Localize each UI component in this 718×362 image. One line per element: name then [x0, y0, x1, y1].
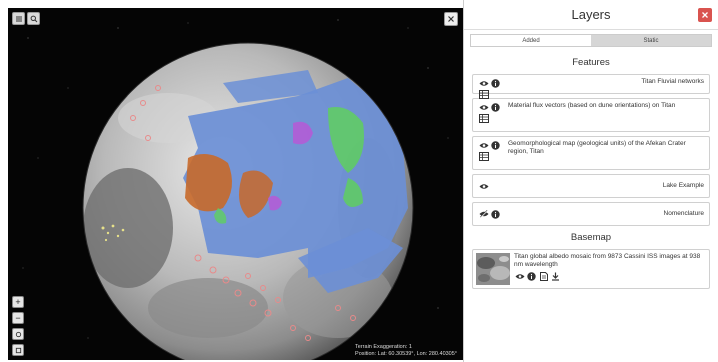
- table-icon[interactable]: [478, 151, 489, 161]
- status-readout: Terrain Exaggeration: 1 Position: Lat: 6…: [355, 344, 457, 358]
- fullscreen-button[interactable]: [12, 344, 24, 356]
- basemap-name: Titan global albedo mosaic from 9873 Cas…: [514, 253, 701, 268]
- layers-panel: Layers Added Static Features Titan Fluvi…: [463, 0, 718, 362]
- eye-icon[interactable]: [478, 78, 489, 88]
- eye-icon[interactable]: [514, 271, 525, 281]
- menu-icon: [15, 16, 22, 21]
- panel-close-button[interactable]: [698, 8, 712, 22]
- fullscreen-icon: [15, 347, 21, 353]
- features-list: Titan Fluvial networks Material flux vec…: [472, 74, 710, 226]
- eye-slash-icon[interactable]: [478, 209, 489, 219]
- search-icon: [30, 15, 37, 22]
- table-icon[interactable]: [478, 113, 489, 123]
- viewport-toolbar: [12, 12, 40, 25]
- search-button[interactable]: [27, 12, 40, 25]
- document-icon[interactable]: [538, 271, 549, 281]
- layer-name: Lake Example: [662, 182, 704, 189]
- layer-name: Titan Fluvial networks: [641, 78, 704, 85]
- basemap-item[interactable]: Titan global albedo mosaic from 9873 Cas…: [472, 249, 710, 289]
- download-icon[interactable]: [550, 271, 561, 281]
- eye-icon[interactable]: [478, 102, 489, 112]
- layer-name: Nomenclature: [663, 210, 704, 217]
- starfield: [22, 19, 449, 339]
- close-icon: [702, 12, 708, 18]
- lake-markers: [101, 224, 125, 242]
- zoom-out-button[interactable]: −: [12, 312, 24, 324]
- info-icon[interactable]: [490, 140, 501, 150]
- tab-added[interactable]: Added: [471, 35, 591, 46]
- info-icon[interactable]: [490, 102, 501, 112]
- panel-title: Layers: [571, 7, 611, 22]
- layer-name: Geomorphological map (geological units) …: [508, 140, 686, 155]
- layer-item-fluvial-networks[interactable]: Titan Fluvial networks: [472, 74, 710, 99]
- info-icon[interactable]: [490, 78, 501, 88]
- globe-surface-details: [83, 70, 408, 341]
- zoom-controls: + −: [12, 296, 24, 356]
- info-icon[interactable]: [526, 271, 537, 281]
- table-icon[interactable]: [478, 89, 489, 99]
- basemap-actions: [514, 271, 706, 281]
- close-icon: [448, 16, 454, 22]
- layer-name: Material flux vectors (based on dune ori…: [508, 102, 676, 109]
- close-viewport-button[interactable]: [444, 12, 458, 26]
- info-icon[interactable]: [490, 209, 501, 219]
- layer-item-lake-example[interactable]: Lake Example: [472, 174, 710, 198]
- globe-viewport[interactable]: + − Terrain Exaggeration: 1 Position: La…: [8, 8, 463, 360]
- eye-icon[interactable]: [478, 181, 489, 191]
- terrain-exaggeration-text: Terrain Exaggeration: 1: [355, 344, 412, 350]
- home-icon: [15, 331, 21, 337]
- tab-static[interactable]: Static: [591, 35, 711, 46]
- position-text: Position: Lat: 60.30539°, Lon: 280.40305…: [355, 351, 457, 357]
- globe-scene[interactable]: [8, 8, 463, 360]
- zoom-in-button[interactable]: +: [12, 296, 24, 308]
- reset-view-button[interactable]: [12, 328, 24, 340]
- panel-tabs: Added Static: [470, 34, 712, 47]
- basemap-thumbnail: [476, 253, 510, 285]
- basemap-heading: Basemap: [570, 232, 612, 243]
- features-heading: Features: [572, 57, 610, 68]
- panel-header: Layers: [464, 0, 718, 30]
- layer-item-geomorph-map[interactable]: Geomorphological map (geological units) …: [472, 136, 710, 170]
- layers-toggle-button[interactable]: [12, 12, 25, 25]
- layer-item-material-flux[interactable]: Material flux vectors (based on dune ori…: [472, 98, 710, 132]
- layer-item-nomenclature[interactable]: Nomenclature: [472, 202, 710, 226]
- eye-icon[interactable]: [478, 140, 489, 150]
